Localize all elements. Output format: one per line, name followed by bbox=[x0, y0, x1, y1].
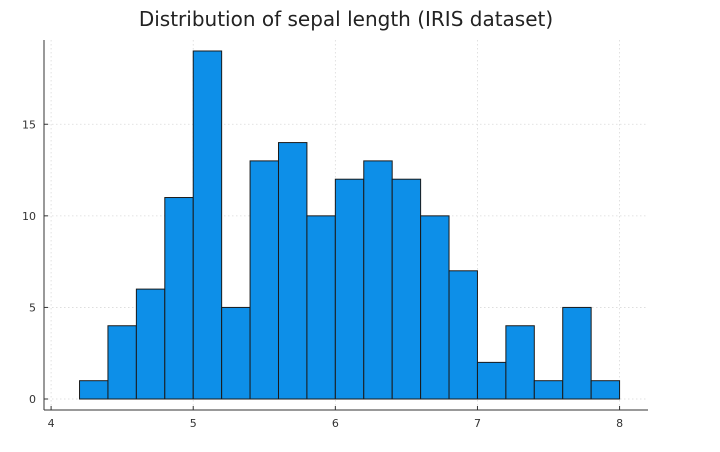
histogram-bar bbox=[164, 197, 194, 400]
y-tick-label: 10 bbox=[22, 210, 36, 223]
histogram-bar bbox=[249, 160, 279, 400]
axes bbox=[43, 40, 648, 411]
histogram-bar bbox=[533, 380, 564, 400]
y-tick-label: 0 bbox=[29, 393, 36, 406]
histogram-bar bbox=[221, 306, 251, 400]
histogram-bar bbox=[306, 215, 336, 400]
histogram-bar bbox=[135, 288, 166, 400]
x-tick-label: 4 bbox=[48, 417, 55, 430]
histogram-bar bbox=[79, 380, 109, 400]
x-tick-label: 6 bbox=[332, 417, 339, 430]
histogram-bar bbox=[420, 215, 450, 400]
histogram-bar bbox=[107, 325, 137, 400]
histogram-bar bbox=[192, 50, 223, 400]
x-axis-ticks: 4 5 6 7 8 bbox=[48, 406, 623, 430]
bars-group bbox=[79, 50, 621, 400]
histogram-bar bbox=[363, 160, 393, 400]
x-tick-label: 8 bbox=[616, 417, 623, 430]
y-tick-label: 5 bbox=[29, 301, 36, 314]
x-tick-label: 7 bbox=[474, 417, 481, 430]
histogram-bar bbox=[391, 178, 422, 400]
y-axis-ticks: 0 5 10 15 bbox=[22, 118, 48, 406]
histogram-bar bbox=[448, 270, 478, 400]
chart-title: Distribution of sepal length (IRIS datas… bbox=[139, 7, 553, 31]
y-tick-label: 15 bbox=[22, 118, 36, 131]
histogram-bar bbox=[334, 178, 365, 400]
histogram-bar bbox=[476, 361, 507, 400]
histogram-bar bbox=[562, 306, 592, 400]
histogram-bar bbox=[590, 380, 621, 400]
histogram-bar bbox=[505, 325, 535, 400]
histogram-bar bbox=[277, 142, 308, 400]
x-tick-label: 5 bbox=[190, 417, 197, 430]
